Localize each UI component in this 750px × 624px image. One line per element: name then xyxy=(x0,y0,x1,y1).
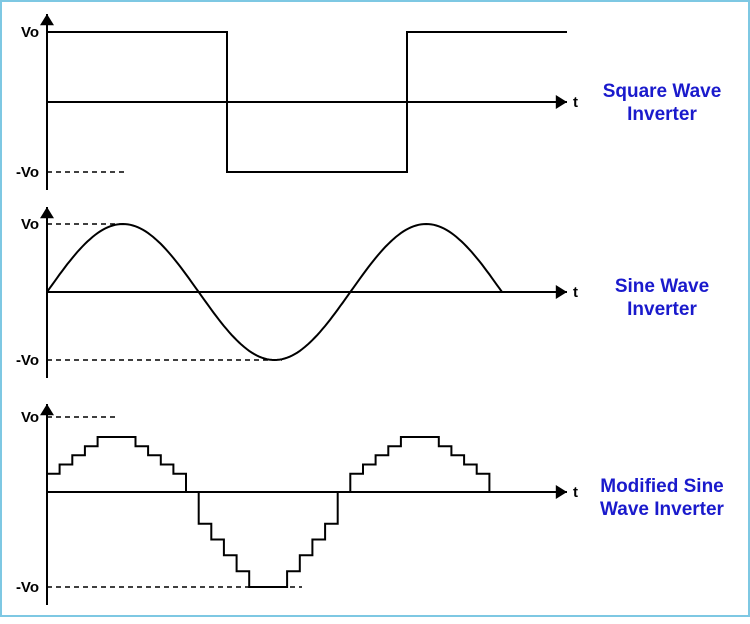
panel-title: Inverter xyxy=(627,299,697,320)
panel-title: Wave Inverter xyxy=(600,499,725,520)
diagram-frame: tVo-VoSquare WaveInvertertVo-VoSine Wave… xyxy=(0,0,750,617)
arrow-head xyxy=(556,285,567,299)
arrow-head xyxy=(40,404,54,415)
waveform-diagram: tVo-VoSquare WaveInvertertVo-VoSine Wave… xyxy=(2,2,750,619)
t-label: t xyxy=(573,284,578,301)
panel-title: Square Wave xyxy=(603,81,722,102)
t-label: t xyxy=(573,94,578,111)
panel-title: Modified Sine xyxy=(600,476,724,497)
step-sine-wave-path xyxy=(47,437,502,587)
vo-pos-label: Vo xyxy=(21,409,39,426)
vo-neg-label: -Vo xyxy=(16,164,39,181)
vo-neg-label: -Vo xyxy=(16,352,39,369)
vo-pos-label: Vo xyxy=(21,24,39,41)
arrow-head xyxy=(556,95,567,109)
vo-neg-label: -Vo xyxy=(16,579,39,596)
vo-pos-label: Vo xyxy=(21,216,39,233)
panel-title: Inverter xyxy=(627,104,697,125)
arrow-head xyxy=(556,485,567,499)
t-label: t xyxy=(573,484,578,501)
arrow-head xyxy=(40,14,54,25)
panel-title: Sine Wave xyxy=(615,276,709,297)
arrow-head xyxy=(40,207,54,218)
